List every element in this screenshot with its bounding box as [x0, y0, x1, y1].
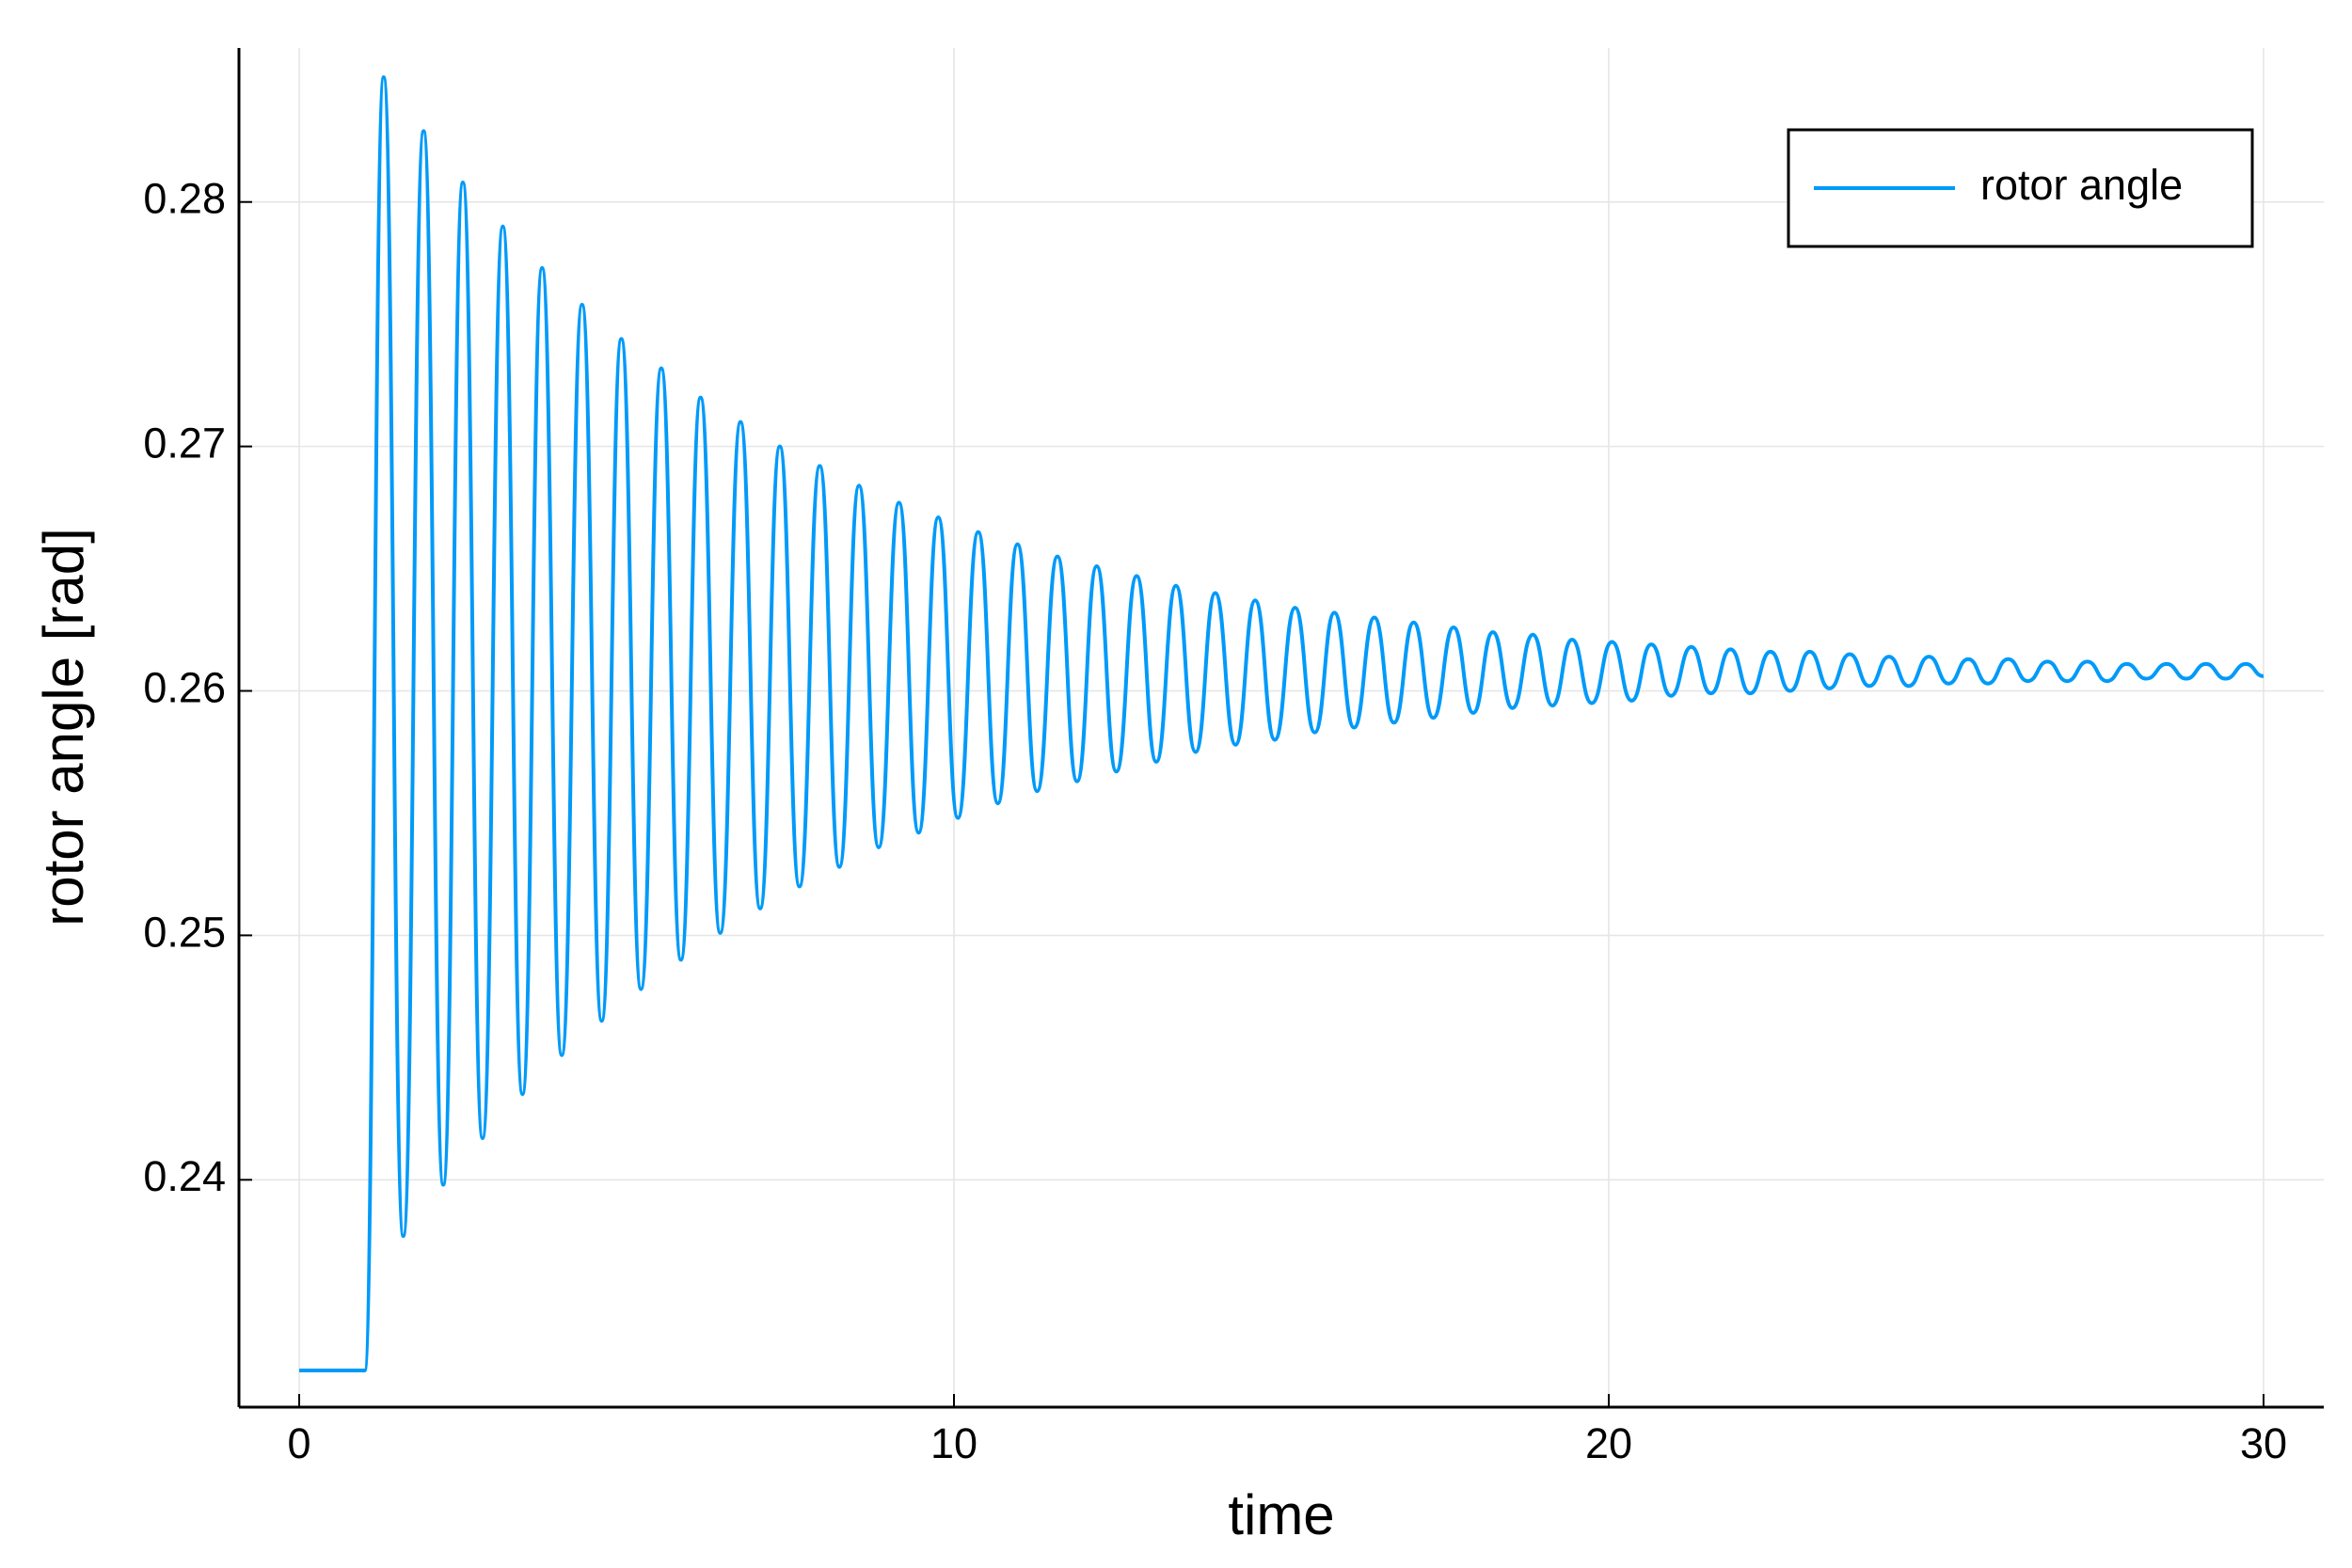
legend-label: rotor angle	[1980, 161, 2183, 209]
y-tick-label: 0.24	[143, 1152, 226, 1200]
x-tick-label: 0	[288, 1419, 311, 1467]
y-tick-label: 0.25	[143, 908, 226, 956]
y-tick-label: 0.27	[143, 420, 226, 467]
x-tick-label: 20	[1585, 1419, 1632, 1467]
x-tick-label: 30	[2240, 1419, 2287, 1467]
y-tick-label: 0.26	[143, 663, 226, 711]
x-tick-label: 10	[930, 1419, 977, 1467]
data-line	[299, 75, 2265, 1373]
x-axis-label: time	[1228, 1483, 1334, 1546]
y-tick-label: 0.28	[143, 175, 226, 223]
y-axis-label: rotor angle [rad]	[32, 528, 95, 927]
